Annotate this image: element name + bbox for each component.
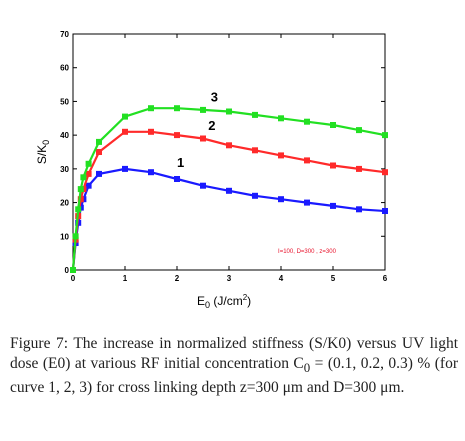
series-1-point xyxy=(226,187,232,194)
caption-figure-label: Figure 7: xyxy=(10,335,69,352)
y-tick-label: 50 xyxy=(60,97,69,106)
y-tick-label: 0 xyxy=(65,266,70,275)
x-axis-label-close: ) xyxy=(247,294,251,308)
curve-labels: 1 2 3 xyxy=(177,89,218,170)
y-axis-label-main: S/K xyxy=(35,145,49,164)
series-3-point xyxy=(85,160,92,167)
series-1-point xyxy=(330,202,336,209)
series-3-point xyxy=(174,105,180,112)
series-2-point xyxy=(85,170,92,177)
series-3-point xyxy=(200,106,206,113)
series-3-point xyxy=(80,174,87,181)
y-tick-label: 70 xyxy=(60,30,69,39)
x-axis-label-sup: 2 xyxy=(243,293,248,302)
x-tick-label: 1 xyxy=(123,274,128,283)
x-tick-label: 0 xyxy=(71,274,76,283)
x-tick-label: 3 xyxy=(227,274,232,283)
series-1-point xyxy=(200,182,206,189)
series-3-point xyxy=(70,267,76,273)
caption-subscript: 0 xyxy=(303,360,311,376)
plot-frame xyxy=(72,33,386,271)
x-tick-label: 4 xyxy=(279,274,284,283)
series-group xyxy=(70,105,388,273)
series-line-2 xyxy=(71,130,386,271)
y-tick-label: 30 xyxy=(60,165,69,174)
series-2-point xyxy=(122,128,128,135)
curve-label-1: 1 xyxy=(177,155,184,170)
series-1-point xyxy=(96,170,102,177)
x-axis-label-main: E xyxy=(197,294,205,308)
y-tick-label: 10 xyxy=(60,232,69,241)
series-3-point xyxy=(77,186,84,193)
x-axis-label-sub: 0 xyxy=(205,300,210,310)
series-1-point xyxy=(148,169,154,176)
y-tick-label: 20 xyxy=(60,199,69,208)
parameter-annotation: I=100, D=300 , z=300 xyxy=(278,249,337,255)
series-3-point xyxy=(226,108,232,115)
series-line-3 xyxy=(71,107,386,271)
series-2-point xyxy=(148,128,154,135)
caption-text-part2: = (0.1, 0.2, 0.3) % (for curve 1, 2, 3) … xyxy=(10,355,459,397)
series-3-point xyxy=(148,105,154,112)
x-axis-label-units: (J/cm xyxy=(210,294,243,308)
series-2-point xyxy=(356,165,362,172)
y-axis-label: S/K0 xyxy=(35,140,51,164)
series-3-point xyxy=(72,233,79,240)
series-3-point xyxy=(252,111,258,118)
series-3-point xyxy=(330,122,336,128)
series-1-point xyxy=(356,206,362,213)
series-3-point xyxy=(304,118,310,125)
series-1-point xyxy=(304,199,310,206)
series-2-point xyxy=(96,149,102,155)
series-3-point xyxy=(96,138,102,145)
series-2-point xyxy=(330,162,336,169)
series-2-point xyxy=(200,135,206,142)
series-2-point xyxy=(382,169,388,176)
series-1-point xyxy=(278,196,284,203)
curve-label-2: 2 xyxy=(208,118,215,133)
x-axis-label: E0 (J/cm2) xyxy=(197,293,251,310)
series-1-point xyxy=(85,182,92,189)
series-line-1 xyxy=(71,167,386,271)
series-3-point xyxy=(75,206,82,213)
series-3-point xyxy=(278,115,284,122)
series-1-point xyxy=(382,208,388,214)
curve-label-3: 3 xyxy=(211,89,218,104)
x-tick-label: 2 xyxy=(175,274,180,283)
axis-ticks: 0 10 20 30 40 50 60 70 0 1 2 3 4 5 6 xyxy=(60,30,388,283)
series-2-point xyxy=(304,157,310,164)
series-1-point xyxy=(122,165,128,172)
series-2-point xyxy=(278,152,284,159)
caption-text-part1: The increase in normalized stiffness (S/… xyxy=(10,335,458,372)
series-2-point xyxy=(174,132,180,139)
series-3-point xyxy=(122,113,128,120)
y-tick-label: 40 xyxy=(60,131,69,140)
y-tick-label: 60 xyxy=(60,64,69,73)
series-2-point xyxy=(226,142,232,149)
figure-caption: Figure 7: The increase in normalized sti… xyxy=(10,334,458,398)
series-1-point xyxy=(174,176,180,182)
series-3-point xyxy=(382,132,388,139)
x-tick-label: 6 xyxy=(383,274,388,283)
y-axis-label-sub: 0 xyxy=(41,140,51,145)
series-3-point xyxy=(356,127,362,134)
x-tick-label: 5 xyxy=(331,274,336,283)
series-2-point xyxy=(77,196,84,203)
series-2-point xyxy=(252,147,258,154)
series-1-point xyxy=(252,192,258,199)
